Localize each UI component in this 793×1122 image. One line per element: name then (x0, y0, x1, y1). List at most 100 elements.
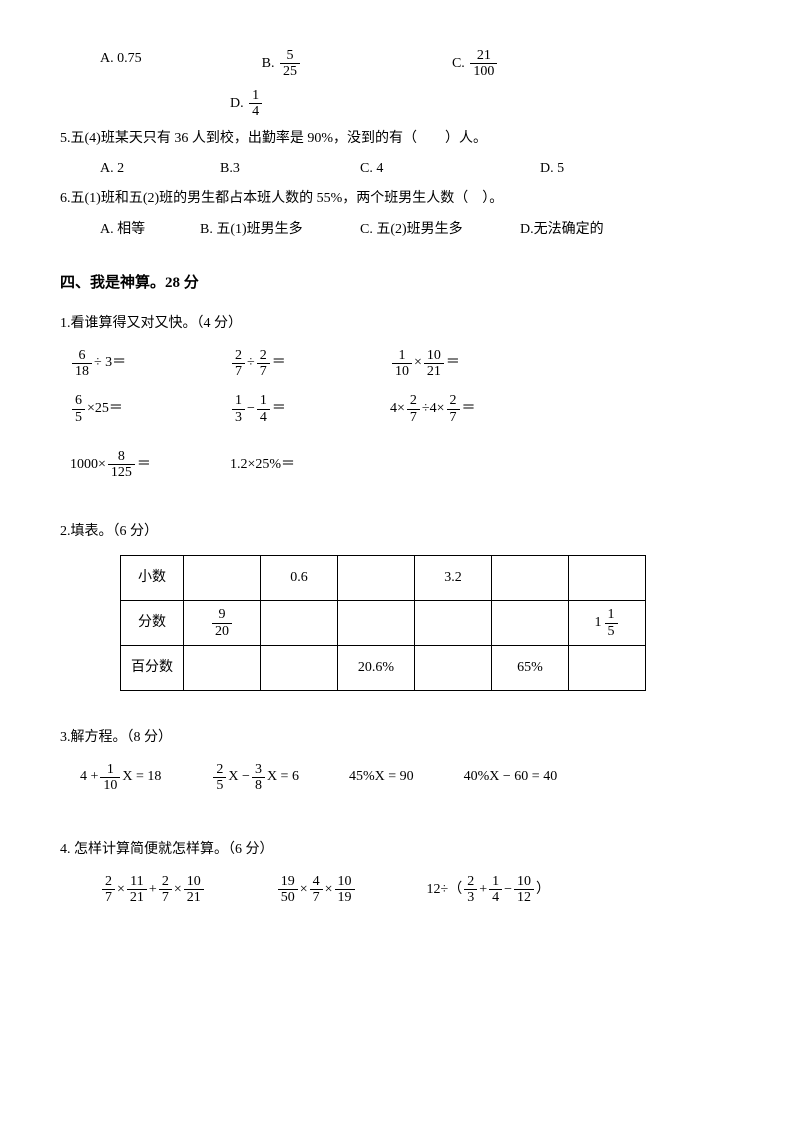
cell-blank (569, 646, 646, 691)
q4-opt-c: C. 21 100 (452, 48, 499, 80)
cell-blank (261, 601, 338, 646)
fraction: 1012 (514, 874, 534, 906)
cell-blank (415, 646, 492, 691)
section4-title: 四、我是神算。28 分 (60, 271, 733, 295)
calc-6: 4× 27 ÷4× 27 ＝ (390, 393, 610, 425)
eq-1: 4 + 110 X = 18 (80, 762, 161, 794)
fraction: 27 (447, 393, 460, 425)
q5-opt-d: D. 5 (540, 158, 564, 180)
cell-blank (569, 556, 646, 601)
calc-8: 1.2×25%＝ (230, 449, 390, 481)
calc-5: 13 − 14 ＝ (230, 393, 390, 425)
fraction: 1950 (278, 874, 298, 906)
fraction: 110 (392, 348, 412, 380)
q4-opt-a: A. 0.75 (100, 48, 142, 80)
q5-opt-a: A. 2 (100, 158, 220, 180)
fraction: 1021 (424, 348, 444, 380)
cell-blank (184, 646, 261, 691)
q6-opt-d: D.无法确定的 (520, 219, 604, 241)
row-header: 百分数 (121, 646, 184, 691)
fraction: 65 (72, 393, 85, 425)
calc-7: 1000× 8125 ＝ (70, 449, 230, 481)
fraction: 110 (100, 762, 120, 794)
cell-blank (492, 601, 569, 646)
p4-title: 4. 怎样计算简便就怎样算。（6 分） (60, 839, 733, 861)
row-header: 小数 (121, 556, 184, 601)
q5-opt-b: B.3 (220, 158, 360, 180)
simp-1: 27 × 1121 + 27 × 1021 (100, 874, 206, 906)
cell-blank (184, 556, 261, 601)
cell-blank (261, 646, 338, 691)
cell: 65% (492, 646, 569, 691)
fraction: 27 (232, 348, 245, 380)
fraction: 15 (605, 607, 618, 639)
q4-opt-d: D. 1 4 (230, 88, 264, 120)
fraction: 618 (72, 348, 92, 380)
fraction: 1 4 (249, 88, 262, 120)
q6-opt-b: B. 五(1)班男生多 (200, 219, 360, 241)
table-row: 小数 0.6 3.2 (121, 556, 646, 601)
fraction: 14 (489, 874, 502, 906)
calc-4: 65 ×25＝ (70, 393, 230, 425)
cell: 20.6% (338, 646, 415, 691)
opt-label: B. (262, 56, 275, 71)
fraction: 5 25 (280, 48, 300, 80)
p2-title: 2.填表。（6 分） (60, 521, 733, 543)
fraction: 14 (257, 393, 270, 425)
p1-title: 1.看谁算得又对又快。（4 分） (60, 313, 733, 335)
q5-text: 5.五(4)班某天只有 36 人到校，出勤率是 90%，没到的有（ ）人。 (60, 128, 733, 150)
p3-title: 3.解方程。（8 分） (60, 727, 733, 749)
calc-1: 618 ÷ 3＝ (70, 348, 230, 380)
opt-label: D. (230, 96, 244, 111)
fraction: 23 (464, 874, 477, 906)
q6-options: A. 相等 B. 五(1)班男生多 C. 五(2)班男生多 D.无法确定的 (100, 219, 733, 241)
cell-blank (415, 601, 492, 646)
eq-3: 45%X = 90 (349, 762, 414, 794)
row-header: 分数 (121, 601, 184, 646)
fraction: 27 (407, 393, 420, 425)
q4-opt-b: B. 5 25 (262, 48, 302, 80)
cell: 3.2 (415, 556, 492, 601)
fill-table: 小数 0.6 3.2 分数 920 115 百分数 20.6% 65% (120, 555, 646, 691)
cell-blank (492, 556, 569, 601)
q4-options-row2: D. 1 4 (230, 88, 733, 120)
eq-2: 25 X − 38 X = 6 (211, 762, 299, 794)
opt-label: C. (452, 56, 465, 71)
q5-opt-c: C. 4 (360, 158, 540, 180)
calc-grid: 618 ÷ 3＝ 27 ÷ 27 ＝ 110 × 1021 ＝ 65 ×25＝ … (70, 348, 733, 495)
opt-label: A. (100, 51, 114, 66)
fraction: 27 (257, 348, 270, 380)
calc-3: 110 × 1021 ＝ (390, 348, 610, 380)
q6-text: 6.五(1)班和五(2)班的男生都占本班人数的 55%，两个班男生人数（ ）。 (60, 188, 733, 210)
fraction: 1121 (127, 874, 147, 906)
fraction: 8125 (108, 449, 135, 481)
simplify-row: 27 × 1121 + 27 × 1021 1950 × 47 × 1019 1… (100, 874, 733, 906)
q4-options-row1: A. 0.75 B. 5 25 C. 21 100 (100, 48, 733, 80)
eq-4: 40%X − 60 = 40 (464, 762, 558, 794)
fraction: 1019 (335, 874, 355, 906)
table-row: 分数 920 115 (121, 601, 646, 646)
simp-2: 1950 × 47 × 1019 (276, 874, 357, 906)
opt-value: 0.75 (117, 51, 142, 66)
fraction: 920 (212, 607, 232, 639)
cell-blank (338, 601, 415, 646)
fraction: 21 100 (470, 48, 497, 80)
q5-options: A. 2 B.3 C. 4 D. 5 (100, 158, 733, 180)
equation-row: 4 + 110 X = 18 25 X − 38 X = 6 45%X = 90… (80, 762, 733, 794)
fraction: 38 (252, 762, 265, 794)
fraction: 25 (213, 762, 226, 794)
cell-blank (338, 556, 415, 601)
calc-2: 27 ÷ 27 ＝ (230, 348, 390, 380)
fraction: 47 (310, 874, 323, 906)
fraction: 27 (159, 874, 172, 906)
q6-opt-c: C. 五(2)班男生多 (360, 219, 520, 241)
q6-opt-a: A. 相等 (100, 219, 200, 241)
fraction: 13 (232, 393, 245, 425)
table-row: 百分数 20.6% 65% (121, 646, 646, 691)
fraction: 1021 (184, 874, 204, 906)
cell: 0.6 (261, 556, 338, 601)
cell: 115 (569, 601, 646, 646)
simp-3: 12÷（ 23 + 14 − 1012 ） (427, 874, 551, 906)
cell: 920 (184, 601, 261, 646)
fraction: 27 (102, 874, 115, 906)
